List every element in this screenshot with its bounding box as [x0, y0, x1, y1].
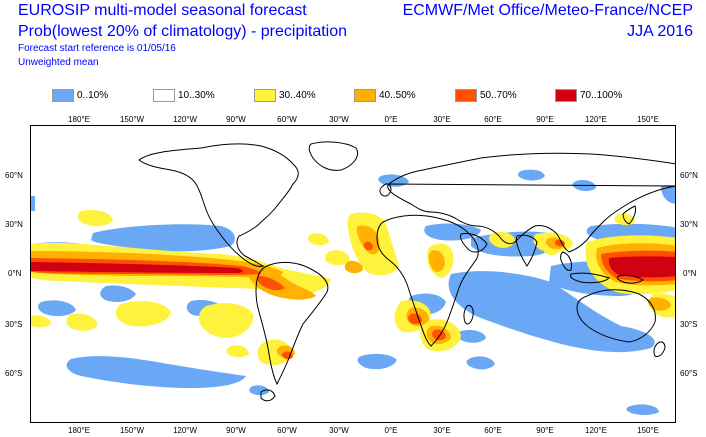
- coastline-australia: [576, 289, 656, 343]
- probability-shading: [31, 169, 675, 415]
- lon-label-bottom: 90°E: [536, 426, 554, 435]
- lon-label-top: 120°W: [172, 115, 198, 124]
- coastline-africa: [376, 214, 479, 347]
- lon-label-bottom: 90°W: [226, 426, 246, 435]
- legend-item-40-50: 40..50%: [354, 88, 416, 102]
- coastline-south-america: [255, 261, 329, 386]
- lon-label-bottom: 30°W: [329, 426, 349, 435]
- legend-item-0-10: 0..10%: [52, 88, 108, 102]
- lon-label-bottom: 180°E: [68, 426, 90, 435]
- legend-swatch-0-10: [52, 88, 74, 102]
- lon-label-top: 120°E: [585, 115, 607, 124]
- coastline-arabia: [460, 233, 488, 253]
- legend-swatch-40-50: [354, 88, 376, 102]
- coastline-europe-asia: [387, 152, 675, 253]
- legend-label-50-70: 50..70%: [480, 89, 517, 101]
- source-label: ECMWF/Met Office/Meteo-France/NCEP: [402, 2, 693, 19]
- lat-label-right: 60°S: [680, 369, 698, 378]
- coastline-japan: [622, 205, 636, 225]
- lon-label-top: 60°E: [484, 115, 502, 124]
- lat-label-right: 30°S: [680, 320, 698, 329]
- legend-item-30-40: 30..40%: [254, 88, 316, 102]
- season-label: JJA 2016: [627, 23, 693, 40]
- coastline-greenland: [308, 141, 358, 171]
- lat-label-left: 30°S: [5, 320, 23, 329]
- coastline-madagascar: [463, 305, 474, 325]
- lon-label-bottom: 60°W: [277, 426, 297, 435]
- lon-label-bottom: 120°E: [585, 426, 607, 435]
- legend-label-0-10: 0..10%: [77, 89, 109, 101]
- lat-label-left: 30°N: [5, 220, 23, 229]
- shading-70-100: [31, 256, 675, 278]
- title-line-1: EUROSIP multi-model seasonal forecast: [18, 2, 307, 19]
- legend-swatch-70-100: [555, 88, 577, 102]
- lat-label-left: 60°N: [5, 171, 23, 180]
- coastline-north-america: [138, 143, 299, 267]
- lon-label-top: 0°E: [384, 115, 398, 124]
- lon-label-bottom: 150°E: [637, 426, 659, 435]
- legend-item-70-100: 70..100%: [555, 88, 622, 102]
- lon-label-top: 30°E: [433, 115, 451, 124]
- lat-label-right: 60°N: [680, 171, 698, 180]
- precipitation-probability-map: [31, 141, 675, 415]
- lon-label-top: 90°W: [226, 115, 246, 124]
- lon-label-top: 90°E: [536, 115, 554, 124]
- legend-swatch-30-40: [254, 88, 276, 102]
- coastline-new-zealand: [653, 341, 666, 357]
- lon-label-bottom: 120°W: [172, 426, 198, 435]
- legend-swatch-10-30: [153, 88, 175, 102]
- lon-label-bottom: 0°E: [384, 426, 398, 435]
- weighting-note: Unweighted mean: [18, 57, 99, 68]
- coastline-india: [515, 234, 538, 267]
- lon-label-top: 30°W: [329, 115, 349, 124]
- coastline-indonesia: [570, 272, 644, 284]
- legend-item-50-70: 50..70%: [455, 88, 517, 102]
- coastline-southeast-asia: [560, 251, 572, 271]
- title-line-2: Prob(lowest 20% of climatology) - precip…: [18, 23, 348, 40]
- legend-label-40-50: 40..50%: [379, 89, 416, 101]
- lat-label-right: 30°N: [680, 220, 698, 229]
- legend-label-30-40: 30..40%: [279, 89, 316, 101]
- lon-label-bottom: 30°E: [433, 426, 451, 435]
- forecast-start-reference: Forecast start reference is 01/05/16: [18, 43, 176, 54]
- lon-label-top: 150°W: [119, 115, 145, 124]
- legend-label-10-30: 10..30%: [178, 89, 215, 101]
- lat-label-left: 0°N: [8, 269, 22, 278]
- lat-label-left: 60°S: [5, 369, 23, 378]
- lat-label-right: 0°N: [683, 269, 697, 278]
- lon-label-top: 180°E: [68, 115, 90, 124]
- lon-label-top: 60°W: [277, 115, 297, 124]
- lon-label-top: 150°E: [637, 115, 659, 124]
- world-map: [30, 125, 676, 423]
- coastline-antarctica-hint: [260, 389, 276, 402]
- shading-0-10: [31, 169, 675, 415]
- lon-label-bottom: 150°W: [119, 426, 145, 435]
- lon-label-bottom: 60°E: [484, 426, 502, 435]
- coastline-uk: [379, 183, 392, 197]
- coastlines: [138, 141, 675, 402]
- legend-label-70-100: 70..100%: [580, 89, 623, 101]
- legend-swatch-50-70: [455, 88, 477, 102]
- legend-item-10-30: 10..30%: [153, 88, 215, 102]
